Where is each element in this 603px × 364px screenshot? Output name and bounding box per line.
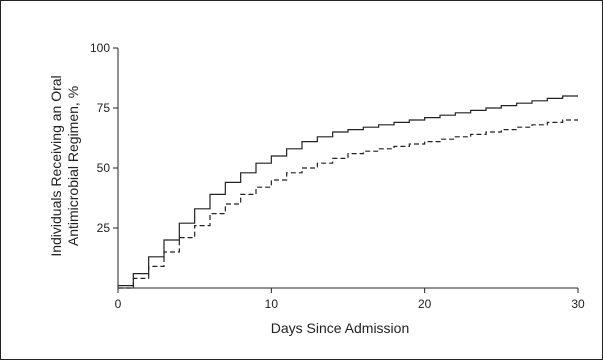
y-axis-title: Individuals Receiving an Oral Antimicrob…: [48, 75, 81, 256]
x-tick-label: 0: [115, 297, 122, 311]
x-tick-label: 30: [571, 297, 585, 311]
y-tick-label: 25: [97, 221, 111, 235]
series-layer: [118, 95, 578, 289]
y-axis-title-line-1: Individuals Receiving an Oral: [48, 75, 64, 256]
solid-series-line: [118, 95, 578, 287]
x-axis-title: Days Since Admission: [271, 320, 410, 336]
y-tick-label: 100: [90, 41, 110, 55]
x-tick-label: 10: [265, 297, 279, 311]
y-axis-title-line-2: Antimicrobial Regimen, %: [65, 86, 81, 246]
x-tick-label: 20: [418, 297, 432, 311]
y-tick-label: 75: [97, 101, 111, 115]
dashed-series-line: [118, 119, 578, 289]
axes: 25 50 75 100 0 10 20 30: [90, 41, 585, 311]
y-tick-label: 50: [97, 161, 111, 175]
